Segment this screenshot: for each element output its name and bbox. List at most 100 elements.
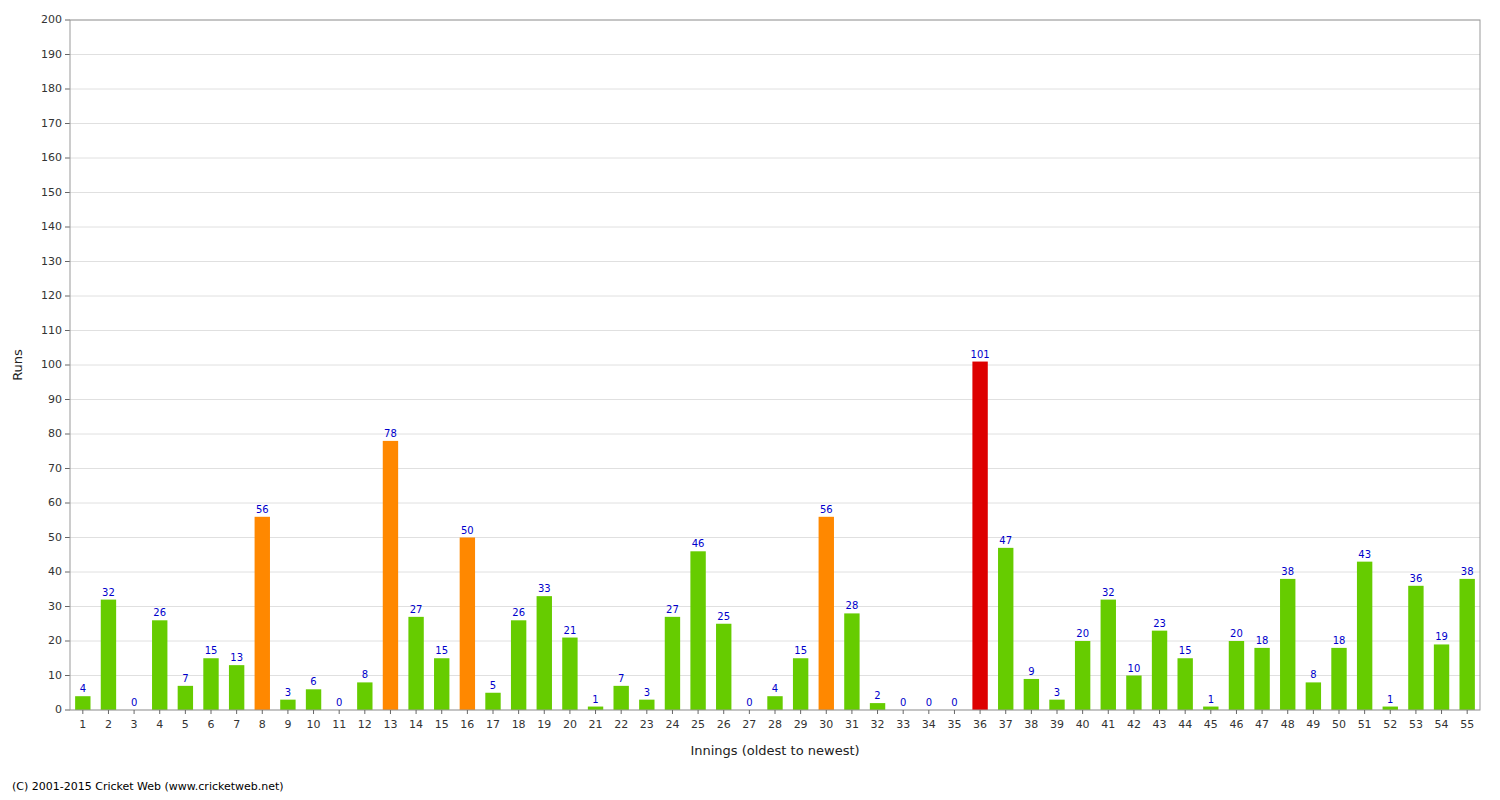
data-label: 0	[336, 697, 342, 708]
data-label: 7	[618, 673, 624, 684]
bar	[665, 617, 680, 710]
x-tick-label: 48	[1281, 718, 1295, 731]
bar	[1024, 679, 1039, 710]
x-tick	[108, 710, 109, 714]
bar	[1126, 676, 1141, 711]
bar	[357, 682, 372, 710]
bar	[639, 700, 654, 710]
data-label: 32	[1102, 587, 1115, 598]
bar	[870, 703, 885, 710]
x-tick-label: 53	[1409, 718, 1423, 731]
bar	[1203, 707, 1218, 710]
data-label: 38	[1461, 566, 1474, 577]
x-tick-label: 12	[358, 718, 372, 731]
data-label: 3	[1054, 687, 1060, 698]
y-tick	[65, 572, 70, 573]
bar	[1459, 579, 1474, 710]
x-tick	[236, 710, 237, 714]
bar	[383, 441, 398, 710]
x-tick-label: 42	[1127, 718, 1141, 731]
bar	[972, 362, 987, 710]
bar	[998, 548, 1013, 710]
x-tick-label: 24	[665, 718, 679, 731]
x-tick-label: 4	[156, 718, 163, 731]
data-labels: 4320267151356360878271550526332117327462…	[80, 349, 1474, 708]
bar	[537, 596, 552, 710]
x-tick	[954, 710, 955, 714]
y-tick-label: 160	[41, 151, 62, 164]
y-tick	[65, 261, 70, 262]
data-label: 10	[1128, 663, 1141, 674]
bar	[460, 538, 475, 711]
y-tick-label: 100	[41, 358, 62, 371]
x-tick	[1108, 710, 1109, 714]
grid-line	[70, 365, 1480, 366]
x-tick-label: 33	[896, 718, 910, 731]
x-tick-label: 44	[1178, 718, 1192, 731]
x-tick	[1441, 710, 1442, 714]
bar	[511, 620, 526, 710]
x-tick	[185, 710, 186, 714]
bar	[767, 696, 782, 710]
bar	[613, 686, 628, 710]
data-label: 6	[310, 676, 316, 687]
y-tick	[65, 123, 70, 124]
x-tick	[364, 710, 365, 714]
x-tick	[1262, 710, 1263, 714]
data-label: 47	[999, 535, 1012, 546]
y-tick-label: 200	[41, 13, 62, 26]
data-label: 19	[1435, 631, 1448, 642]
bar	[1331, 648, 1346, 710]
data-label: 20	[1230, 628, 1243, 639]
data-label: 43	[1358, 549, 1371, 560]
bar	[690, 551, 705, 710]
data-label: 0	[746, 697, 752, 708]
bar	[819, 517, 834, 710]
y-tick	[65, 399, 70, 400]
y-tick	[65, 710, 70, 711]
bar	[434, 658, 449, 710]
data-label: 0	[926, 697, 932, 708]
bar	[1075, 641, 1090, 710]
data-label: 38	[1281, 566, 1294, 577]
bar	[1049, 700, 1064, 710]
y-tick	[65, 468, 70, 469]
x-tick	[903, 710, 904, 714]
y-tick-label: 30	[48, 600, 62, 613]
grid-line	[70, 330, 1480, 331]
bar	[255, 517, 270, 710]
data-label: 21	[564, 625, 577, 636]
data-label: 15	[205, 645, 218, 656]
x-tick	[1467, 710, 1468, 714]
data-label: 8	[1310, 669, 1316, 680]
data-label: 101	[971, 349, 990, 360]
y-axis-label: Runs	[10, 349, 25, 381]
bar	[306, 689, 321, 710]
data-label: 2	[874, 690, 880, 701]
y-tick	[65, 89, 70, 90]
x-tick-label: 32	[871, 718, 885, 731]
x-tick	[1313, 710, 1314, 714]
x-tick	[159, 710, 160, 714]
y-tick	[65, 434, 70, 435]
grid-line	[70, 503, 1480, 504]
y-tick	[65, 675, 70, 676]
x-tick-label: 46	[1229, 718, 1243, 731]
x-tick	[980, 710, 981, 714]
data-label: 15	[794, 645, 807, 656]
data-label: 0	[951, 697, 957, 708]
x-tick	[749, 710, 750, 714]
bar	[229, 665, 244, 710]
plot-frame	[70, 20, 1480, 710]
x-tick-label: 5	[182, 718, 189, 731]
data-label: 56	[256, 504, 269, 515]
x-tick-label: 8	[259, 718, 266, 731]
x-tick	[672, 710, 673, 714]
data-label: 5	[490, 680, 496, 691]
bar	[716, 624, 731, 710]
data-label: 15	[1179, 645, 1192, 656]
x-tick-label: 22	[614, 718, 628, 731]
x-tick-label: 30	[819, 718, 833, 731]
bar	[1101, 600, 1116, 710]
x-tick	[698, 710, 699, 714]
